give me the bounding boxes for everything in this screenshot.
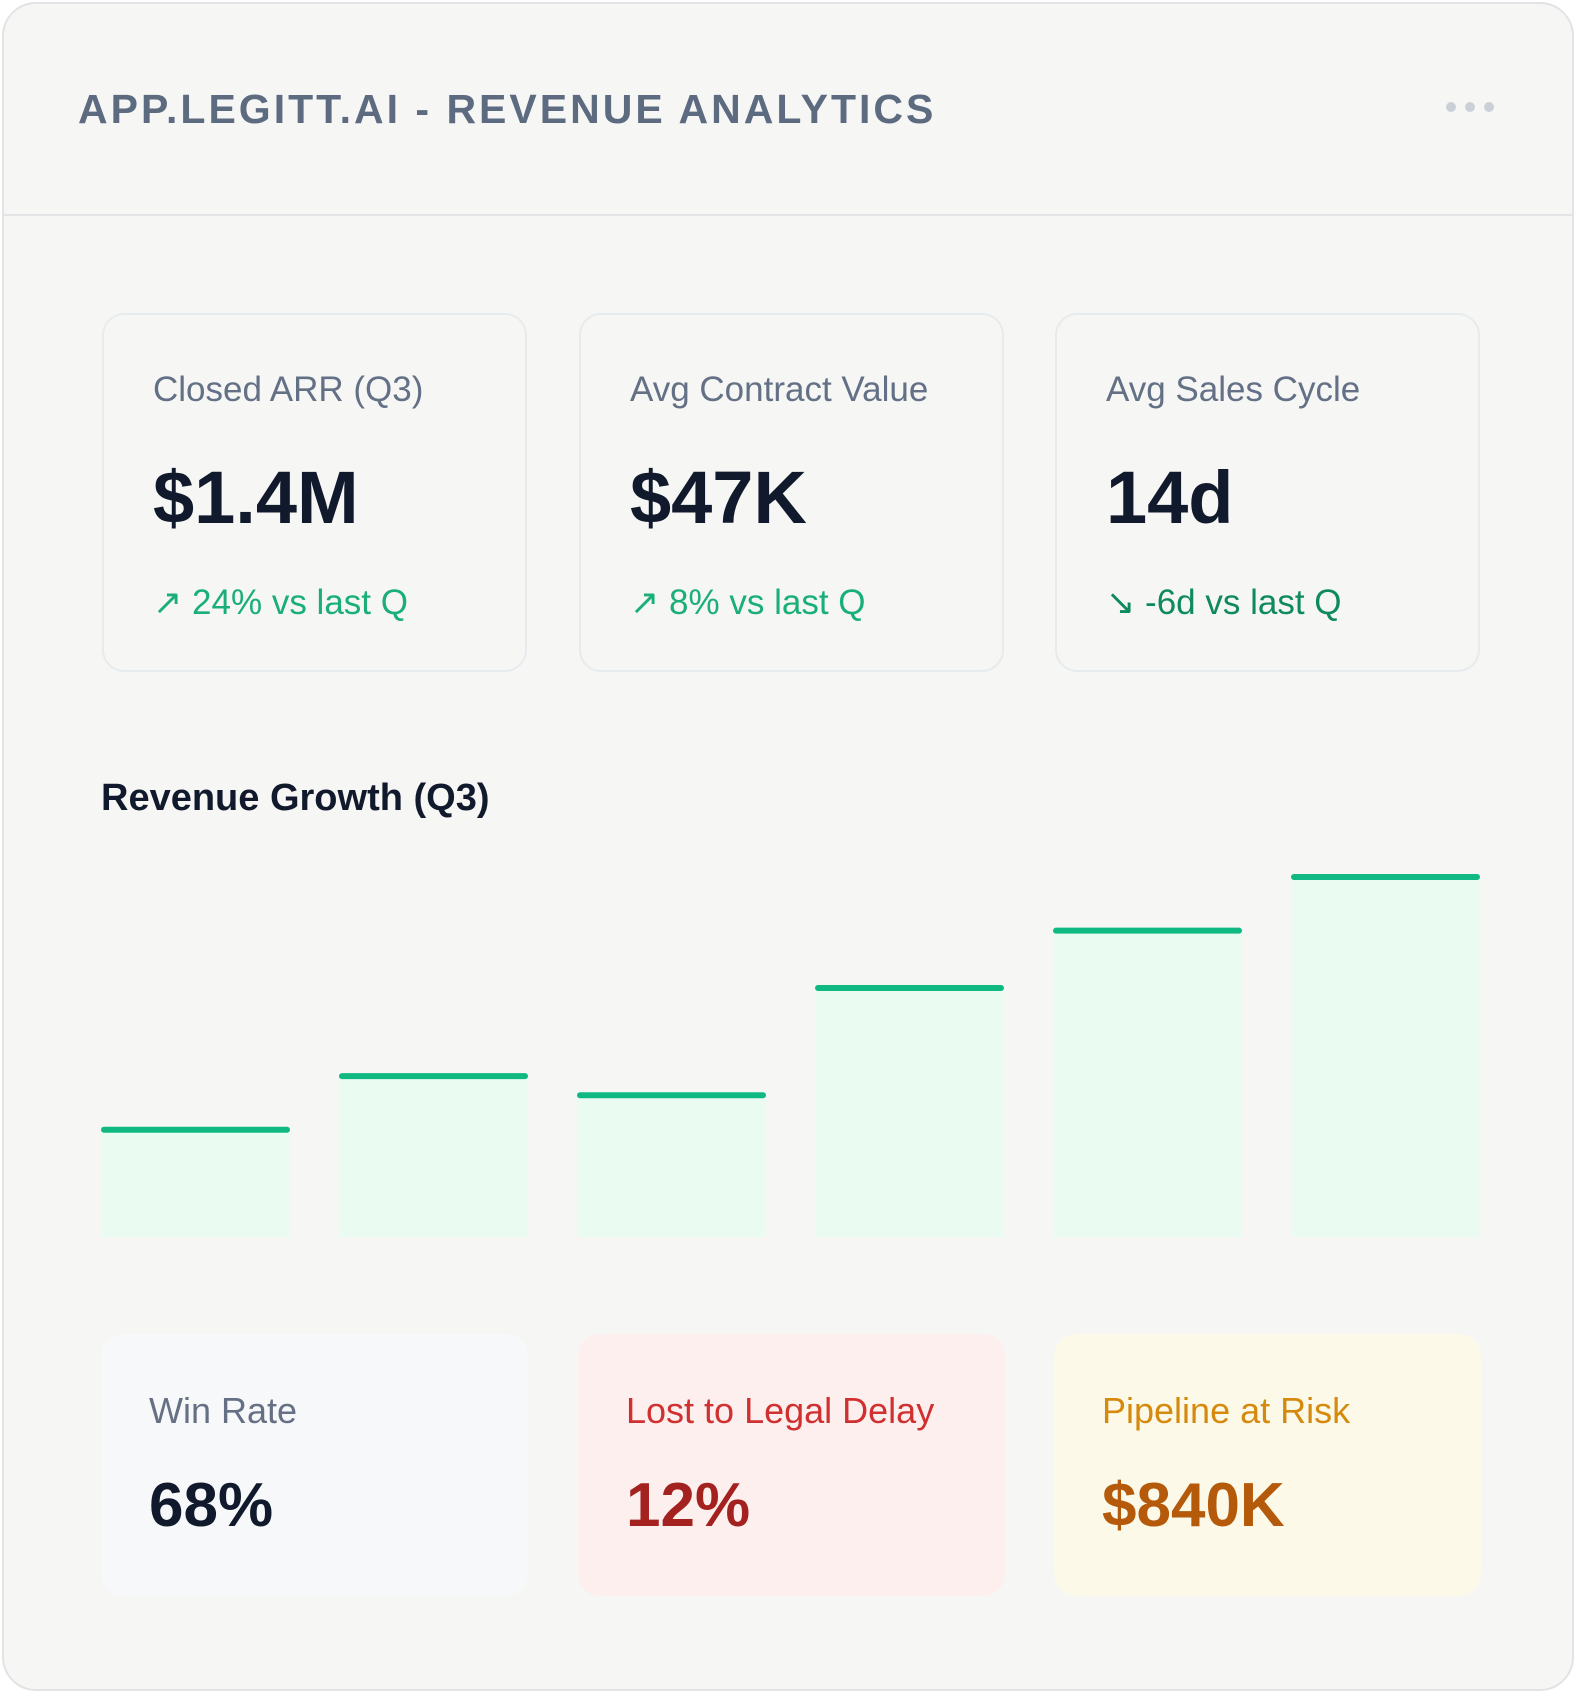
stat-value: 68%	[149, 1471, 274, 1540]
bar	[1291, 876, 1480, 1237]
stat-card: Win Rate 68%	[101, 1334, 528, 1596]
kpi-value: $47K	[630, 456, 807, 539]
stat-value: $840K	[1102, 1471, 1285, 1540]
kpi-label: Closed ARR (Q3)	[153, 370, 424, 409]
bar-cap	[1053, 927, 1242, 934]
stat-label: Pipeline at Risk	[1102, 1390, 1351, 1431]
bar-cap	[815, 985, 1004, 992]
bar-cap	[1291, 873, 1480, 880]
bar-cap	[577, 1092, 766, 1099]
bar	[577, 1095, 766, 1237]
stat-label: Lost to Legal Delay	[626, 1390, 935, 1431]
kpi-value: $1.4M	[153, 456, 359, 539]
kpi-card: Avg Sales Cycle 14d ↘ -6d vs last Q	[1055, 313, 1480, 672]
bar-cap	[101, 1126, 290, 1133]
more-menu[interactable]	[1446, 102, 1494, 112]
bar	[1053, 930, 1242, 1237]
chart	[101, 873, 1480, 1237]
bar	[339, 1076, 528, 1237]
kpi-card: Closed ARR (Q3) $1.4M ↗ 24% vs last Q	[102, 313, 527, 672]
kpi-delta: ↗ 24% vs last Q	[153, 583, 408, 622]
kpi-label: Avg Sales Cycle	[1106, 370, 1361, 409]
kpi-label: Avg Contract Value	[630, 370, 929, 409]
bar-cap	[339, 1073, 528, 1080]
bar	[101, 1129, 290, 1237]
stat-value: 12%	[626, 1471, 751, 1540]
kpi-value: 14d	[1106, 456, 1234, 539]
kpi-delta: ↘ -6d vs last Q	[1106, 583, 1342, 622]
header-title: APP.LEGITT.AI - REVENUE ANALYTICS	[78, 86, 937, 132]
stat-card: Lost to Legal Delay 12%	[578, 1334, 1005, 1596]
header: APP.LEGITT.AI - REVENUE ANALYTICS	[4, 4, 1572, 216]
chart-title: Revenue Growth (Q3)	[101, 777, 490, 819]
kpi-delta: ↗ 8% vs last Q	[630, 583, 866, 622]
stat-card: Pipeline at Risk $840K	[1054, 1334, 1481, 1596]
stat-label: Win Rate	[149, 1390, 298, 1431]
bar	[815, 988, 1004, 1237]
kpi-card: Avg Contract Value $47K ↗ 8% vs last Q	[579, 313, 1004, 672]
